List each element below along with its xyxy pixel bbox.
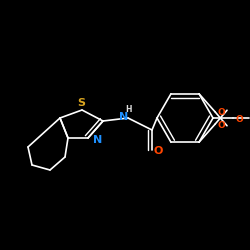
Text: O: O [153, 146, 163, 156]
Text: O: O [217, 121, 225, 130]
Text: O: O [217, 108, 225, 117]
Text: N: N [94, 135, 103, 145]
Text: S: S [77, 98, 85, 108]
Text: H: H [126, 106, 132, 114]
Text: O: O [235, 114, 243, 124]
Text: N: N [120, 112, 128, 122]
